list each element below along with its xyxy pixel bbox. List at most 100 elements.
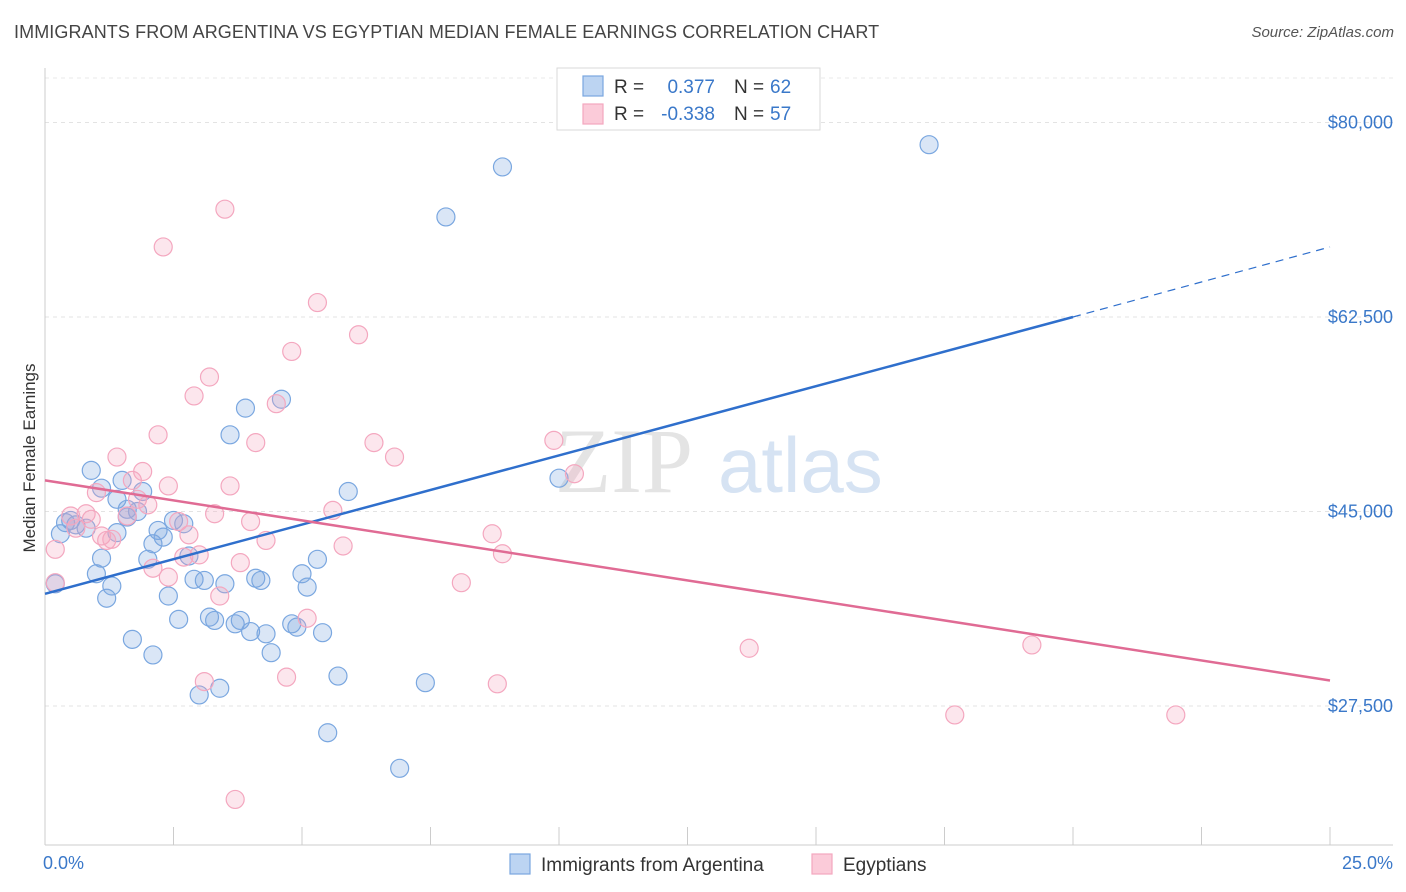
argentina-point-38 (241, 621, 261, 642)
egyptians-point-28 (220, 476, 240, 496)
argentina-point-50 (318, 723, 338, 743)
egyptians-point-20 (179, 525, 199, 545)
argentina-point-58 (919, 135, 939, 155)
egyptians-point-44 (482, 524, 502, 544)
correlation-legend: R = 0.377 N = 62 R = -0.338 N = 57 (556, 67, 821, 131)
egyptians-point-33 (266, 394, 286, 414)
egyptians-point-1 (45, 539, 65, 559)
egyptians-point-30 (241, 511, 261, 532)
egyptians-point-17 (158, 476, 178, 496)
legend-r-label-1: R = (614, 104, 644, 125)
argentina-point-12 (112, 470, 132, 490)
legend-swatch-egyptians (582, 103, 604, 125)
egyptians-point-56 (158, 567, 178, 587)
argentina-point-9 (102, 576, 122, 596)
egyptians-point-40 (348, 325, 369, 345)
x-tick-label-0: 0.0% (43, 853, 84, 873)
argentina-point-11 (107, 489, 127, 509)
argentina-point-22 (158, 586, 178, 606)
argentina-point-57 (549, 468, 569, 488)
egyptians-point-9 (117, 506, 137, 526)
bottom-swatch-argentina (509, 853, 531, 875)
egyptians-point-3 (66, 518, 86, 538)
egyptians-point-12 (133, 461, 153, 482)
argentina-point-31 (205, 610, 225, 631)
egyptians-point-35 (282, 341, 302, 362)
series-argentina-points (45, 135, 939, 778)
bottom-swatch-egyptians (811, 853, 833, 875)
watermark-atlas: atlas (718, 421, 883, 509)
argentina-point-52 (338, 481, 358, 502)
egyptians-point-27 (215, 199, 235, 219)
egyptians-point-18 (169, 511, 189, 532)
legend-n-label-1: N = (734, 104, 764, 125)
argentina-point-4 (81, 460, 101, 480)
argentina-point-27 (184, 569, 204, 589)
egyptians-point-31 (246, 433, 266, 453)
y-tick-label-2: $62,500 (1328, 307, 1393, 327)
egyptians-point-24 (199, 367, 220, 387)
egyptians-point-26 (210, 586, 230, 606)
argentina-point-49 (312, 623, 333, 643)
argentina-point-42 (261, 643, 281, 663)
legend-swatch-argentina (582, 75, 604, 97)
egyptians-point-53 (225, 789, 245, 810)
argentina-point-53 (390, 758, 410, 778)
series-legend: Immigrants from Argentina Egyptians (509, 853, 926, 876)
argentina-point-35 (225, 614, 245, 634)
bottom-legend-argentina: Immigrants from Argentina (541, 855, 764, 876)
argentina-point-6 (91, 548, 112, 568)
egyptians-point-4 (76, 504, 96, 524)
egyptians-point-15 (148, 425, 168, 445)
argentina-point-18 (143, 645, 163, 665)
tick-labels: $27,500 $45,000 $62,500 $80,000 0.0% 25.0% (43, 112, 1393, 873)
source-label: Source: ZipAtlas.com (1251, 24, 1394, 41)
y-tick-label-3: $80,000 (1328, 112, 1393, 132)
egyptians-point-29 (230, 553, 250, 573)
argentina-point-54 (415, 673, 435, 693)
legend-r-value-0: 0.377 (667, 77, 715, 98)
egyptians-point-54 (102, 529, 122, 549)
watermark: ZIP atlas (555, 410, 883, 512)
egyptians-point-39 (333, 536, 353, 556)
argentina-point-40 (251, 570, 271, 591)
egyptians-point-47 (544, 430, 564, 450)
egyptians-point-37 (307, 292, 328, 313)
legend-n-label-0: N = (734, 77, 764, 98)
egyptians-point-49 (739, 638, 759, 658)
egyptians-point-2 (61, 506, 81, 526)
argentina-point-21 (153, 527, 173, 547)
argentina-trend-extension (1072, 246, 1331, 318)
egyptians-point-43 (451, 573, 471, 593)
legend-n-value-0: 62 (770, 77, 791, 98)
argentina-point-24 (169, 609, 189, 629)
egyptians-point-34 (276, 667, 297, 687)
argentina-point-51 (328, 666, 348, 686)
axes (44, 68, 1393, 846)
watermark-zip: ZIP (555, 410, 693, 512)
egyptians-point-50 (945, 705, 965, 725)
trend-lines (44, 246, 1331, 682)
y-axis-label: Median Female Earnings (20, 364, 39, 553)
argentina-point-55 (436, 207, 456, 227)
egyptians-point-16 (153, 237, 173, 257)
argentina-point-33 (215, 574, 235, 594)
egyptians-trend-line (44, 479, 1331, 682)
argentina-point-3 (76, 518, 96, 538)
egyptians-point-55 (81, 509, 101, 529)
y-tick-label-1: $45,000 (1328, 502, 1393, 522)
legend-r-value-1: -0.338 (661, 104, 715, 125)
argentina-point-30 (199, 607, 220, 627)
argentina-point-56 (492, 157, 513, 177)
argentina-point-29 (194, 570, 214, 591)
egyptians-point-42 (384, 447, 405, 467)
chart-title: IMMIGRANTS FROM ARGENTINA VS EGYPTIAN ME… (14, 22, 880, 42)
legend-r-label-0: R = (614, 77, 644, 98)
egyptians-point-48 (564, 464, 585, 484)
argentina-point-37 (235, 398, 256, 418)
egyptians-point-51 (1022, 635, 1042, 655)
egyptians-point-45 (487, 674, 507, 694)
argentina-point-47 (297, 577, 317, 597)
argentina-point-8 (97, 588, 117, 608)
